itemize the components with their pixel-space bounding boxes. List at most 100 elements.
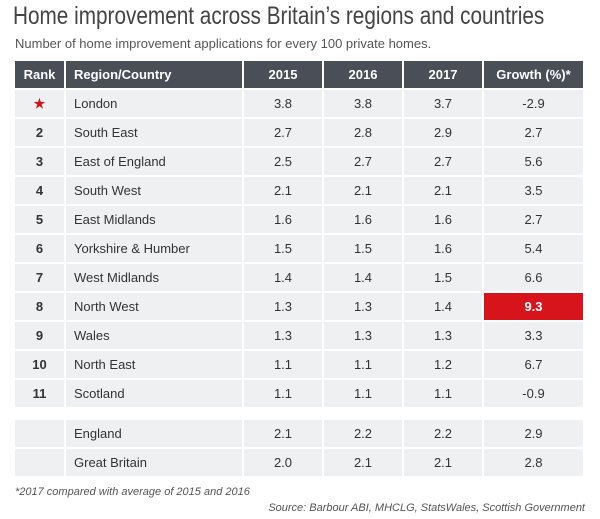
cell-rank: [15, 420, 64, 447]
header-2017: 2017: [404, 61, 482, 88]
table-row: 6 Yorkshire & Humber 1.5 1.5 1.6 5.4: [15, 235, 583, 262]
table-header: Rank Region/Country 2015 2016 2017 Growt…: [15, 61, 583, 88]
cell-y2016: 1.5: [324, 235, 402, 262]
cell-region: West Midlands: [66, 264, 242, 291]
cell-rank: 5: [15, 206, 64, 233]
table-row: 2 South East 2.7 2.8 2.9 2.7: [15, 119, 583, 146]
table-row: Great Britain 2.0 2.1 2.1 2.8: [15, 449, 583, 476]
cell-growth: 3.5: [484, 177, 583, 204]
cell-y2015: 1.3: [244, 293, 322, 320]
cell-y2015: 2.0: [244, 449, 322, 476]
cell-growth: 6.7: [484, 351, 583, 378]
cell-region: East of England: [66, 148, 242, 175]
cell-y2015: 1.5: [244, 235, 322, 262]
cell-y2016: 2.2: [324, 420, 402, 447]
cell-y2016: 2.7: [324, 148, 402, 175]
cell-y2015: 2.7: [244, 119, 322, 146]
cell-y2017: 1.1: [404, 380, 482, 407]
cell-y2016: 2.8: [324, 119, 402, 146]
cell-region: Yorkshire & Humber: [66, 235, 242, 262]
cell-growth: 9.3: [484, 293, 583, 320]
star-icon: ★: [15, 90, 64, 117]
table-row: ★ London 3.8 3.8 3.7 -2.9: [15, 90, 583, 117]
table-row: England 2.1 2.2 2.2 2.9: [15, 420, 583, 447]
cell-region: London: [66, 90, 242, 117]
table-row: 8 North West 1.3 1.3 1.4 9.3: [15, 293, 583, 320]
table-row: 3 East of England 2.5 2.7 2.7 5.6: [15, 148, 583, 175]
cell-y2017: 2.7: [404, 148, 482, 175]
cell-y2015: 1.4: [244, 264, 322, 291]
cell-y2016: 1.4: [324, 264, 402, 291]
cell-y2015: 1.6: [244, 206, 322, 233]
cell-growth: 2.7: [484, 119, 583, 146]
cell-growth: 5.4: [484, 235, 583, 262]
cell-growth: 2.8: [484, 449, 583, 476]
cell-region: Scotland: [66, 380, 242, 407]
footnote: *2017 compared with average of 2015 and …: [15, 486, 250, 498]
source: Source: Barbour ABI, MHCLG, StatsWales, …: [268, 502, 585, 514]
cell-y2016: 1.1: [324, 351, 402, 378]
cell-region: North West: [66, 293, 242, 320]
table-row: 10 North East 1.1 1.1 1.2 6.7: [15, 351, 583, 378]
table-row: 4 South West 2.1 2.1 2.1 3.5: [15, 177, 583, 204]
cell-y2017: 3.7: [404, 90, 482, 117]
cell-y2017: 1.3: [404, 322, 482, 349]
cell-rank: 9: [15, 322, 64, 349]
cell-y2015: 1.3: [244, 322, 322, 349]
cell-rank: 7: [15, 264, 64, 291]
cell-rank: 4: [15, 177, 64, 204]
cell-rank: 8: [15, 293, 64, 320]
rankings-table: Rank Region/Country 2015 2016 2017 Growt…: [13, 59, 585, 409]
header-2016: 2016: [324, 61, 402, 88]
header-growth: Growth (%)*: [484, 61, 583, 88]
cell-y2016: 1.1: [324, 380, 402, 407]
cell-y2016: 1.6: [324, 206, 402, 233]
cell-growth: -2.9: [484, 90, 583, 117]
cell-y2017: 1.2: [404, 351, 482, 378]
cell-y2015: 2.1: [244, 420, 322, 447]
cell-y2015: 1.1: [244, 380, 322, 407]
cell-y2017: 1.6: [404, 235, 482, 262]
cell-region: South West: [66, 177, 242, 204]
cell-rank: 6: [15, 235, 64, 262]
cell-rank: 10: [15, 351, 64, 378]
cell-region: South East: [66, 119, 242, 146]
cell-y2015: 2.1: [244, 177, 322, 204]
cell-y2016: 2.1: [324, 177, 402, 204]
cell-region: Wales: [66, 322, 242, 349]
cell-y2015: 1.1: [244, 351, 322, 378]
cell-region: Great Britain: [66, 449, 242, 476]
totals-table: England 2.1 2.2 2.2 2.9 Great Britain 2.0 2.1 2.…: [13, 418, 585, 478]
cell-y2017: 2.1: [404, 449, 482, 476]
cell-y2015: 3.8: [244, 90, 322, 117]
cell-growth: 2.9: [484, 420, 583, 447]
cell-y2017: 2.9: [404, 119, 482, 146]
cell-rank: [15, 449, 64, 476]
cell-region: England: [66, 420, 242, 447]
cell-growth: 6.6: [484, 264, 583, 291]
cell-rank: 11: [15, 380, 64, 407]
header-2015: 2015: [244, 61, 322, 88]
cell-y2016: 1.3: [324, 293, 402, 320]
page-title: Home improvement across Britain’s region…: [13, 2, 545, 30]
header-region: Region/Country: [66, 61, 242, 88]
cell-growth: 3.3: [484, 322, 583, 349]
cell-y2017: 2.2: [404, 420, 482, 447]
cell-region: North East: [66, 351, 242, 378]
cell-rank: 2: [15, 119, 64, 146]
cell-y2016: 3.8: [324, 90, 402, 117]
cell-y2016: 1.3: [324, 322, 402, 349]
cell-growth: 5.6: [484, 148, 583, 175]
cell-y2017: 1.5: [404, 264, 482, 291]
cell-y2017: 1.4: [404, 293, 482, 320]
table-row: 7 West Midlands 1.4 1.4 1.5 6.6: [15, 264, 583, 291]
table-row: 9 Wales 1.3 1.3 1.3 3.3: [15, 322, 583, 349]
cell-growth: 2.7: [484, 206, 583, 233]
table-row: 5 East Midlands 1.6 1.6 1.6 2.7: [15, 206, 583, 233]
cell-y2017: 2.1: [404, 177, 482, 204]
table-row: 11 Scotland 1.1 1.1 1.1 -0.9: [15, 380, 583, 407]
cell-y2017: 1.6: [404, 206, 482, 233]
header-rank: Rank: [15, 61, 64, 88]
cell-rank: 3: [15, 148, 64, 175]
cell-y2015: 2.5: [244, 148, 322, 175]
